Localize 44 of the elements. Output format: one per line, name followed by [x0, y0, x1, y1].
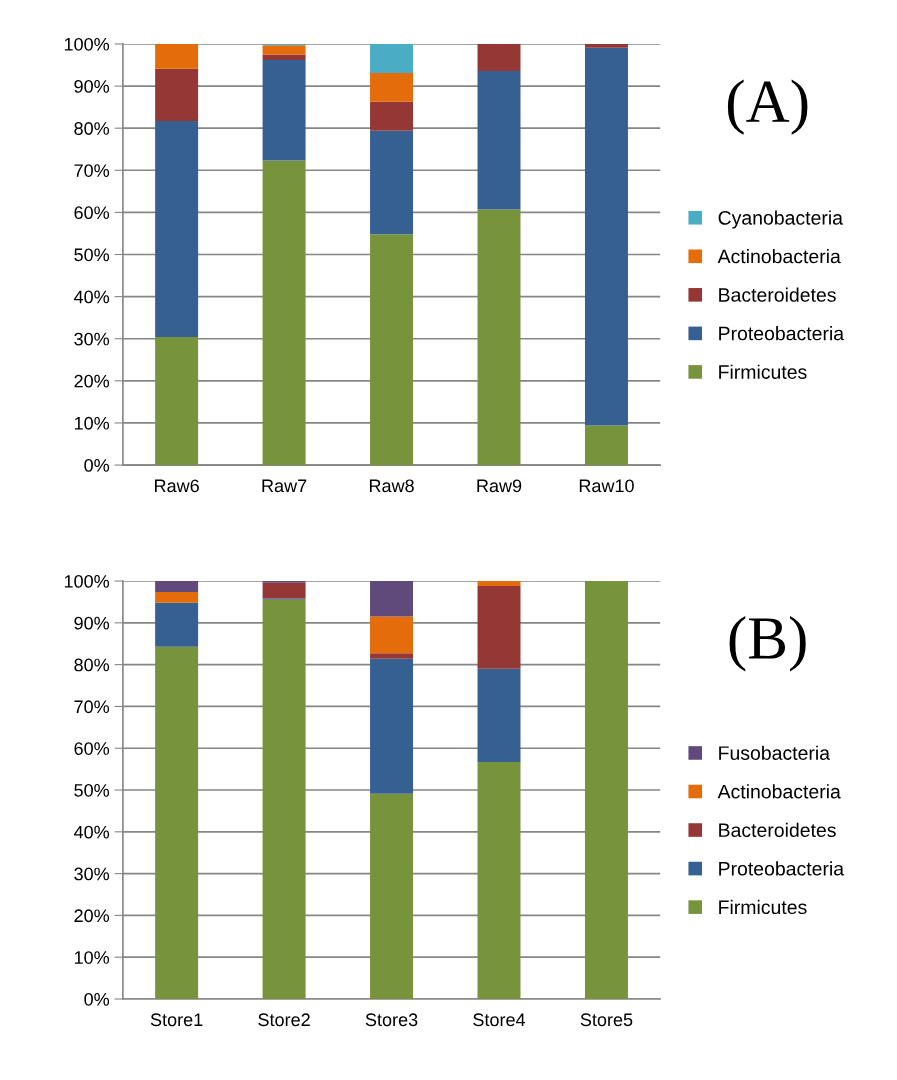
x-tick-label: Raw10: [579, 479, 634, 493]
y-tick-label: 70%: [74, 164, 110, 177]
text: (A): [727, 79, 808, 135]
text: (B): [729, 616, 806, 672]
legend-label: Bacteroidetes: [719, 822, 836, 838]
y-tick-label: 40%: [73, 290, 110, 304]
y-tick-label: 50%: [74, 248, 110, 262]
x-tick-label: Store2: [258, 1013, 310, 1027]
legend-label: Actinobacteria: [717, 249, 841, 264]
y-tick-label: 30%: [74, 332, 110, 346]
y-tick-label: 20%: [74, 374, 110, 388]
legend-label: Cyanobacteria: [718, 210, 843, 229]
x-tick-label: Raw7: [262, 479, 307, 493]
x-tick-label: Raw6: [155, 479, 199, 493]
legend-label: Proteobacteria: [719, 861, 845, 876]
y-tick-label: 90%: [74, 616, 110, 630]
legend-label: Proteobacteria: [719, 326, 845, 341]
x-tick-label: Store3: [365, 1013, 418, 1027]
legend-label: Fusobacteria: [719, 745, 831, 760]
y-tick-label: 10%: [74, 416, 110, 430]
x-tick-label: Raw8: [369, 479, 414, 493]
y-tick-label: 50%: [74, 783, 110, 797]
y-tick-label: 80%: [74, 122, 110, 135]
y-tick-label: 100%: [64, 574, 110, 588]
y-tick-label: 100%: [64, 37, 110, 51]
x-tick-label: Store5: [580, 1013, 633, 1027]
y-tick-label: 0%: [84, 458, 110, 472]
y-tick-label: 90%: [74, 80, 110, 93]
y-tick-label: 70%: [74, 700, 110, 714]
y-tick-label: 0%: [84, 992, 110, 1006]
legend-label: Firmicutes: [719, 899, 807, 915]
legend-label: Actinobacteria: [717, 784, 841, 799]
y-tick-label: 60%: [74, 206, 110, 220]
y-tick-label: 60%: [74, 742, 110, 755]
x-tick-label: Raw9: [477, 479, 522, 493]
x-tick-label: Store1: [150, 1013, 203, 1027]
y-tick-label: 80%: [74, 658, 110, 672]
y-tick-label: 40%: [73, 825, 110, 839]
legend-label: Bacteroidetes: [719, 287, 836, 302]
legend-label: Firmicutes: [719, 364, 807, 379]
x-tick-label: Store4: [473, 1013, 526, 1027]
y-tick-label: 30%: [74, 867, 110, 881]
y-tick-label: 20%: [74, 909, 110, 923]
y-tick-label: 10%: [74, 951, 110, 964]
